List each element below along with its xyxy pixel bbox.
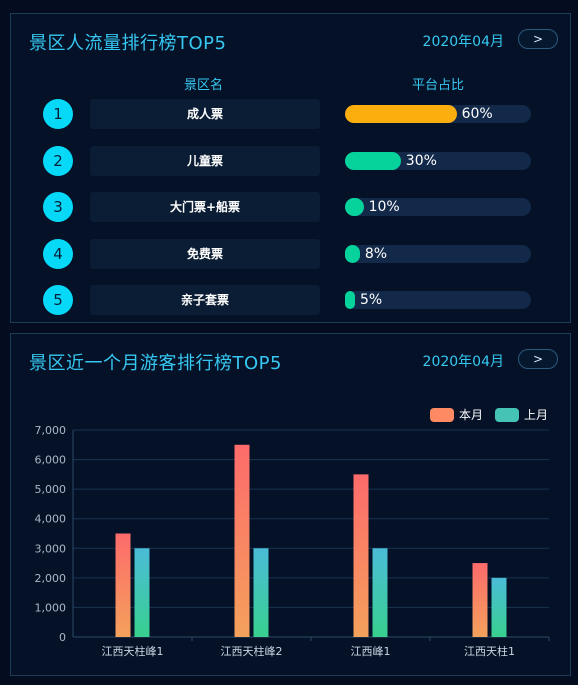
y-tick-label: 2,000 <box>35 572 67 585</box>
next-month-button[interactable]: > <box>518 29 558 49</box>
rank-number-badge: 1 <box>43 99 73 129</box>
y-tick-label: 7,000 <box>35 424 67 437</box>
ranking-row: 3 大门票+船票 10% <box>11 192 570 222</box>
panel-title: 景区人流量排行榜TOP5 <box>29 33 227 54</box>
tourist-ranking-panel: 景区近一个月游客排行榜TOP5 2020年04月 > 0 1,000 2,000 3,… <box>10 333 571 676</box>
y-tick-label: 4,000 <box>35 513 67 526</box>
scenic-name: 大门票+船票 <box>90 192 320 222</box>
bar-last-month <box>491 577 507 637</box>
y-tick-label: 6,000 <box>35 454 67 467</box>
y-tick-label: 5,000 <box>35 483 67 496</box>
scenic-name: 免费票 <box>90 238 320 269</box>
scenic-name: 成人票 <box>90 99 320 129</box>
ranking-row: 2 儿童票 30% <box>11 145 570 176</box>
ranking-row: 5 亲子套票 5% <box>11 285 570 315</box>
ratio-bar-track: 10% <box>345 198 531 216</box>
column-header-ratio: 平台占比 <box>412 78 465 93</box>
bar-this-month <box>115 533 131 637</box>
month-label: 2020年04月 <box>422 34 504 50</box>
scenic-name: 儿童票 <box>90 145 320 176</box>
tourist-bar-chart: 0 1,000 2,000 3,000 4,000 5,000 6,000 7,000 江西天柱… <box>35 408 550 658</box>
visitor-flow-ranking-panel: 景区人流量排行榜TOP5 2020年04月 > 景区名 平台占比 1 成人票 60%… <box>10 13 571 323</box>
rank-number-badge: 5 <box>43 285 73 315</box>
ratio-label: 60% <box>461 106 493 122</box>
legend-swatch <box>495 408 519 422</box>
rank-number-badge: 4 <box>43 238 73 269</box>
ratio-label: 10% <box>368 199 400 215</box>
column-header-name: 景区名 <box>184 78 224 93</box>
x-tick-label: 江西天柱峰1 <box>102 644 164 658</box>
ratio-label: 30% <box>405 152 437 169</box>
bar-last-month <box>134 548 150 637</box>
y-tick-label: 0 <box>59 631 66 644</box>
ratio-bar-track: 30% <box>345 151 531 170</box>
ranking-row: 1 成人票 60% <box>11 99 570 129</box>
ratio-bar-fill <box>345 291 355 309</box>
bar-this-month <box>472 563 488 637</box>
legend-swatch <box>430 408 454 422</box>
ratio-bar-track: 60% <box>345 105 531 123</box>
ratio-bar-track: 5% <box>345 291 531 309</box>
x-tick-label: 江西天柱峰2 <box>221 644 283 658</box>
x-tick-label: 江西天柱1 <box>464 644 515 658</box>
next-month-button[interactable]: > <box>518 349 558 369</box>
bar-last-month <box>253 548 269 637</box>
rank-number-badge: 3 <box>43 192 73 222</box>
ratio-label: 5% <box>360 292 383 308</box>
month-label: 2020年04月 <box>422 354 504 370</box>
bar-this-month <box>353 474 369 637</box>
rank-number-badge: 2 <box>43 145 73 176</box>
panel-title: 景区近一个月游客排行榜TOP5 <box>29 353 282 374</box>
y-tick-label: 3,000 <box>35 542 67 555</box>
bar-last-month <box>372 548 388 637</box>
ratio-bar-fill <box>345 198 364 216</box>
x-tick-label: 江西峰1 <box>351 645 391 658</box>
ranking-row: 4 免费票 8% <box>11 238 570 269</box>
legend-label: 上月 <box>524 408 548 422</box>
ratio-bar-fill <box>345 105 457 123</box>
ratio-bar-track: 8% <box>345 244 531 263</box>
legend-label: 本月 <box>459 408 483 422</box>
ratio-bar-fill <box>345 151 401 170</box>
y-tick-label: 1,000 <box>35 601 67 614</box>
ratio-bar-fill <box>345 244 360 263</box>
scenic-name: 亲子套票 <box>90 285 320 315</box>
bar-this-month <box>234 444 250 637</box>
ratio-label: 8% <box>364 245 388 262</box>
